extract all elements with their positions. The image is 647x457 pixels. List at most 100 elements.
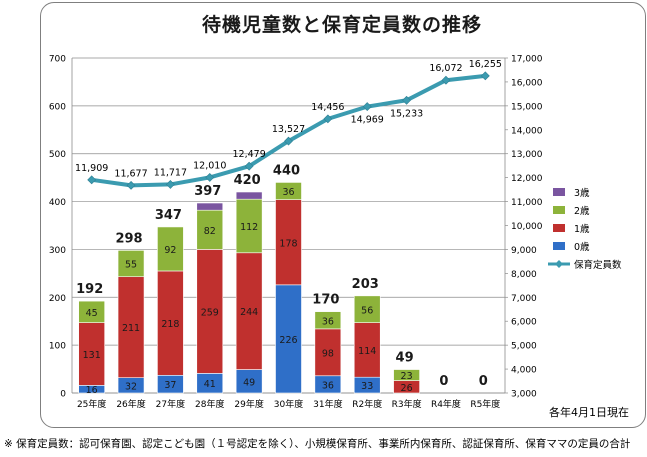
capacity-point <box>284 136 293 146</box>
legend-swatch <box>553 188 565 196</box>
capacity-label: 11,717 <box>154 167 187 178</box>
bar-segment-0歳 <box>275 284 302 394</box>
bar-value-label: 211 <box>122 323 140 334</box>
y-tick-label: 600 <box>49 102 66 112</box>
x-tick-label: 28年度 <box>195 398 224 410</box>
capacity-label: 14,456 <box>311 102 344 113</box>
bar-segment-1歳 <box>353 322 381 378</box>
legend-label: 保育定員数 <box>574 259 622 271</box>
capacity-point <box>362 102 372 112</box>
chart-title: 待機児童数と保育定員数の推移 <box>201 14 482 36</box>
legend-swatch <box>553 224 565 232</box>
capacity-point <box>87 175 97 185</box>
y2-tick-label: 12,000 <box>511 174 543 184</box>
y2-tick-label: 17,000 <box>511 55 543 65</box>
bar-total-label: 0 <box>479 374 488 389</box>
capacity-label: 16,072 <box>429 63 462 74</box>
bar-segment-1歳 <box>117 276 145 378</box>
bar-segment-1歳 <box>235 252 263 370</box>
y2-tick-label: 9,000 <box>511 246 537 256</box>
capacity-label: 14,969 <box>351 115 384 126</box>
bar-total-label: 170 <box>312 293 339 308</box>
y2-tick-label: 3,000 <box>511 390 537 400</box>
bar-value-label: 92 <box>164 245 176 256</box>
footnote: ※ 保育定員数：認可保育園、認定こども園（１号認定を除く）、小規模保育所、事業所… <box>4 438 631 450</box>
bar-segment-2歳 <box>353 295 381 323</box>
bar-total-label: 347 <box>155 208 182 223</box>
y2-tick-label: 16,000 <box>511 78 543 88</box>
bar-value-label: 32 <box>125 381 137 392</box>
bar-value-label: 244 <box>240 307 258 318</box>
capacity-label: 15,233 <box>390 108 423 119</box>
y2-tick-label: 8,000 <box>511 270 537 280</box>
capacity-label: 11,677 <box>114 168 147 179</box>
bar-total-label: 420 <box>234 173 261 188</box>
y2-tick-label: 15,000 <box>511 102 543 112</box>
bar-value-label: 114 <box>358 346 376 357</box>
bar-segment-2歳 <box>235 198 263 254</box>
capacity-label: 16,255 <box>469 59 502 70</box>
x-tick-label: 25年度 <box>77 398 106 410</box>
bar-total-label: 440 <box>273 163 300 178</box>
y2-tick-label: 5,000 <box>511 342 537 352</box>
bar-value-label: 56 <box>361 305 373 316</box>
bar-value-label: 41 <box>204 379 216 390</box>
x-tick-label: 31年度 <box>313 398 342 410</box>
legend-label: 1歳 <box>574 223 590 235</box>
date-note: 各年4月1日現在 <box>549 406 629 419</box>
capacity-point <box>480 71 490 81</box>
bar-value-label: 45 <box>86 308 98 319</box>
bar-segment-1歳 <box>78 322 105 386</box>
legend-line-marker <box>555 260 563 268</box>
y-tick-label: 200 <box>49 294 66 304</box>
bar-value-label: 98 <box>322 348 334 359</box>
y-tick-label: 700 <box>49 55 66 65</box>
y2-tick-label: 7,000 <box>511 294 537 304</box>
bar-value-label: 36 <box>322 316 334 327</box>
bar-value-label: 226 <box>279 335 297 346</box>
bar-total-label: 192 <box>76 282 103 297</box>
bar-value-label: 23 <box>401 371 413 382</box>
y-tick-label: 500 <box>49 150 66 160</box>
x-tick-label: R4年度 <box>431 398 461 410</box>
bar-value-label: 259 <box>201 307 219 318</box>
bar-segment-2歳 <box>275 182 302 200</box>
x-tick-label: 27年度 <box>156 398 185 410</box>
bar-total-label: 397 <box>194 184 221 199</box>
y-tick-label: 400 <box>49 198 66 208</box>
x-tick-label: R2年度 <box>352 398 382 410</box>
bar-segment-2歳 <box>117 250 145 278</box>
bar-value-label: 16 <box>86 385 98 396</box>
bar-value-label: 26 <box>401 383 413 394</box>
legend-swatch <box>553 242 565 250</box>
legend-label: 2歳 <box>574 205 590 217</box>
y2-tick-label: 11,000 <box>511 198 543 208</box>
bar-value-label: 49 <box>243 377 255 388</box>
x-tick-label: 26年度 <box>116 398 145 410</box>
bar-segment-2歳 <box>157 226 184 272</box>
legend-label: 0歳 <box>574 241 590 253</box>
y2-tick-label: 10,000 <box>511 222 543 232</box>
capacity-point <box>205 172 215 182</box>
legend-swatch <box>553 206 565 214</box>
capacity-point <box>441 75 451 85</box>
x-tick-label: 29年度 <box>234 398 263 410</box>
capacity-point <box>165 179 175 189</box>
y2-tick-label: 14,000 <box>511 126 543 136</box>
bar-segment-2歳 <box>78 300 105 323</box>
capacity-label: 13,527 <box>272 124 305 135</box>
bar-segment-1歳 <box>314 328 342 377</box>
bar-total-label: 0 <box>439 374 448 389</box>
bar-segment-1歳 <box>157 270 184 376</box>
bar-value-label: 82 <box>204 226 216 237</box>
bar-value-label: 178 <box>279 238 297 249</box>
bar-value-label: 37 <box>164 380 176 391</box>
bar-value-label: 36 <box>282 187 294 198</box>
capacity-label: 12,010 <box>193 160 226 171</box>
capacity-point <box>244 161 254 171</box>
bar-segment-1歳 <box>275 199 302 286</box>
x-tick-label: R5年度 <box>470 398 500 410</box>
x-tick-label: R3年度 <box>392 398 422 410</box>
